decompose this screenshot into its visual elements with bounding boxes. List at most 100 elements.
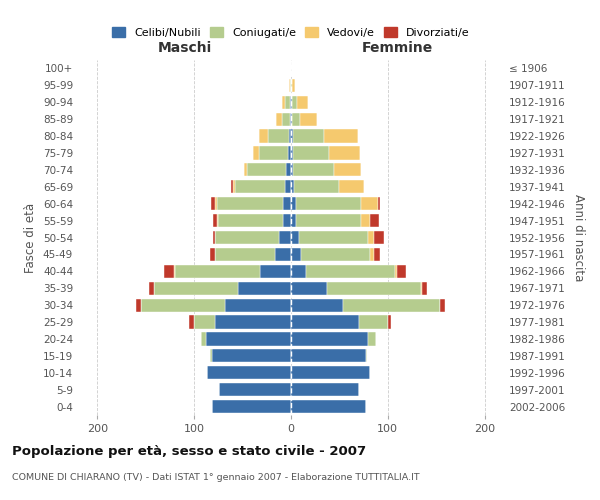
Bar (374, 231, 384, 244)
Bar (291, 96, 292, 109)
Bar (293, 164, 334, 176)
Bar (285, 180, 291, 194)
Legend: Celibi/Nubili, Coniugati/e, Vedovi/e, Divorziati/e: Celibi/Nubili, Coniugati/e, Vedovi/e, Di… (108, 23, 474, 42)
Bar (286, 164, 291, 176)
Bar (282, 112, 290, 126)
Bar (370, 214, 379, 227)
Text: Popolazione per età, sesso e stato civile - 2007: Popolazione per età, sesso e stato civil… (12, 445, 366, 458)
Bar (289, 79, 290, 92)
Bar (296, 197, 361, 210)
Bar (233, 180, 235, 194)
Bar (291, 231, 299, 244)
Bar (259, 130, 268, 142)
Bar (291, 400, 365, 413)
Bar (215, 248, 275, 261)
Bar (149, 282, 154, 295)
Bar (283, 197, 291, 210)
Bar (361, 197, 378, 210)
Bar (324, 130, 358, 142)
Bar (343, 298, 440, 312)
Text: Femmine: Femmine (362, 41, 433, 55)
Bar (422, 282, 427, 295)
Bar (275, 112, 282, 126)
Bar (283, 214, 291, 227)
Bar (395, 264, 397, 278)
Bar (293, 146, 329, 160)
Bar (215, 197, 217, 210)
Bar (327, 282, 421, 295)
Bar (291, 264, 305, 278)
Bar (288, 146, 291, 160)
Bar (291, 164, 293, 176)
Bar (297, 96, 308, 109)
Bar (235, 180, 285, 194)
Bar (215, 231, 280, 244)
Bar (292, 79, 295, 92)
Bar (201, 332, 206, 345)
Bar (291, 214, 296, 227)
Bar (301, 248, 370, 261)
Bar (291, 197, 296, 210)
Bar (340, 180, 364, 194)
Text: COMUNE DI CHIARANO (TV) - Dati ISTAT 1° gennaio 2007 - Elaborazione TUTTITALIA.I: COMUNE DI CHIARANO (TV) - Dati ISTAT 1° … (12, 472, 419, 482)
Bar (260, 264, 291, 278)
Bar (440, 298, 445, 312)
Bar (280, 231, 291, 244)
Bar (290, 79, 291, 92)
Bar (212, 400, 291, 413)
Bar (305, 264, 395, 278)
Bar (164, 264, 174, 278)
Bar (209, 248, 215, 261)
Bar (291, 112, 292, 126)
Bar (291, 349, 365, 362)
Bar (289, 130, 291, 142)
Bar (206, 332, 291, 345)
Bar (294, 180, 340, 194)
Bar (291, 298, 343, 312)
Bar (293, 130, 324, 142)
Bar (190, 316, 194, 328)
Text: Maschi: Maschi (157, 41, 212, 55)
Bar (212, 214, 217, 227)
Bar (217, 214, 218, 227)
Bar (291, 366, 370, 380)
Bar (361, 214, 370, 227)
Bar (225, 298, 291, 312)
Bar (175, 264, 260, 278)
Bar (212, 349, 291, 362)
Bar (334, 164, 361, 176)
Bar (291, 180, 294, 194)
Bar (275, 248, 291, 261)
Bar (268, 130, 289, 142)
Bar (329, 146, 360, 160)
Bar (285, 96, 290, 109)
Bar (299, 231, 368, 244)
Bar (292, 96, 297, 109)
Bar (217, 197, 283, 210)
Bar (282, 96, 285, 109)
Bar (194, 316, 215, 328)
Bar (370, 248, 374, 261)
Bar (291, 248, 301, 261)
Bar (136, 298, 141, 312)
Bar (290, 96, 291, 109)
Bar (421, 282, 422, 295)
Y-axis label: Anni di nascita: Anni di nascita (572, 194, 585, 281)
Bar (231, 180, 233, 194)
Bar (291, 282, 327, 295)
Bar (290, 112, 291, 126)
Bar (368, 332, 376, 345)
Bar (300, 112, 317, 126)
Bar (359, 316, 388, 328)
Bar (378, 197, 380, 210)
Bar (209, 349, 212, 362)
Bar (247, 164, 286, 176)
Bar (388, 316, 391, 328)
Bar (141, 298, 225, 312)
Bar (215, 316, 291, 328)
Bar (397, 264, 406, 278)
Bar (238, 282, 291, 295)
Y-axis label: Fasce di età: Fasce di età (25, 202, 37, 272)
Bar (244, 164, 247, 176)
Bar (291, 79, 292, 92)
